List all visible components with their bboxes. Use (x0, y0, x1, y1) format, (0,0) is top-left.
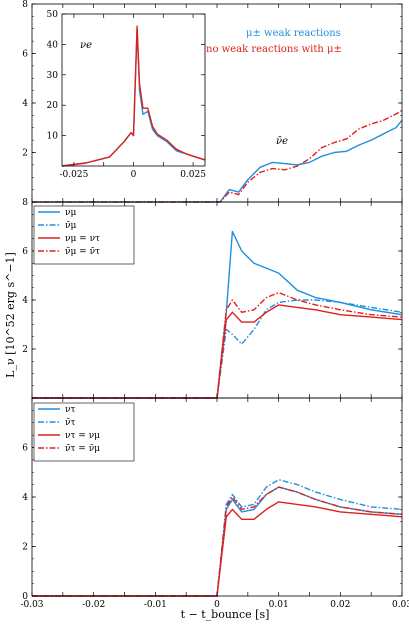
bottom-legend-box (33, 402, 135, 462)
bottom-ytick-label: 6 (22, 444, 28, 454)
middle-ytick-label: 4 (22, 296, 28, 306)
middle-legend-label: νμ (65, 208, 76, 218)
middle-series-line-2 (32, 304, 403, 399)
inset-ytick-label: 40 (47, 40, 59, 50)
middle-legend-label: ν̄μ = ν̄τ (65, 247, 100, 257)
top-ytick-label: 8 (22, 0, 28, 10)
bottom-series-line-3 (32, 486, 403, 597)
legend-text-no-weak-reactions: no weak reactions with μ± (206, 44, 342, 55)
bottom-xtick-label: 0.02 (330, 600, 350, 610)
bottom-series-line-2 (32, 501, 403, 597)
inset-xtick-label: 0.025 (180, 170, 206, 180)
bottom-legend-label: ν̄τ = ν̄μ (65, 444, 100, 454)
inset-ytick-label: 30 (47, 71, 59, 81)
middle-ytick-label: 2 (22, 345, 28, 355)
middle-series-line-3 (32, 291, 403, 399)
inset-curve-label: νe (80, 40, 92, 51)
bottom-series-line-1 (32, 479, 403, 597)
middle-ytick-label: 6 (22, 247, 28, 257)
bottom-ytick-label: 4 (22, 493, 28, 503)
bottom-xtick-label: 0.03 (392, 600, 409, 610)
top-curve-label-anti-nu-e: ν̄e (276, 136, 288, 147)
inset-series-line-1 (61, 25, 206, 167)
top-panel-annotations: μ± weak reactions no weak reactions with … (206, 28, 342, 147)
inset-ytick-label: 20 (47, 101, 59, 111)
top-series-line-1 (32, 109, 403, 203)
bottom-panel: 0 2 4 6 -0.03 -0.02 -0.01 0 0.01 0.02 0.03 ντ ν̄τ ντ … (20, 397, 409, 610)
bottom-xtick-label: -0.02 (82, 600, 105, 610)
bottom-xtick-label: -0.03 (20, 600, 43, 610)
middle-legend-box (33, 205, 135, 265)
bottom-legend-label: ντ = νμ (65, 431, 100, 441)
bottom-xtick-label: -0.01 (144, 600, 167, 610)
middle-panel: 2 4 6 8 νμ ν̄μ νμ = ντ ν̄μ = ν̄τ (22, 198, 403, 399)
x-axis-label: t − t_bounce [s] (181, 608, 270, 621)
inset-background (62, 14, 205, 166)
top-ytick-label: 4 (22, 99, 28, 109)
top-ytick-label: 6 (22, 50, 28, 60)
inset-xtick-label: 0 (131, 170, 137, 180)
middle-ytick-label: 8 (22, 198, 28, 208)
top-series-line-0 (32, 119, 403, 203)
y-axis-label: L_ν [10^52 erg s^−1] (4, 252, 17, 378)
inset-xtick-label: -0.025 (60, 170, 89, 180)
middle-legend-label: ν̄μ (65, 221, 76, 231)
bottom-ytick-label: 2 (22, 543, 28, 553)
middle-series-line-1 (32, 299, 403, 399)
bottom-xtick-label: 0 (214, 600, 220, 610)
bottom-ytick-label: 0 (22, 592, 28, 602)
top-ytick-label: 2 (22, 149, 28, 159)
middle-legend-label: νμ = ντ (65, 234, 100, 244)
bottom-legend-label: ντ (65, 405, 75, 415)
legend-text-weak-reactions: μ± weak reactions (246, 28, 341, 39)
bottom-legend-label: ν̄τ (65, 418, 75, 428)
bottom-xtick-label: 0.01 (269, 600, 289, 610)
inset-ytick-label: 10 (47, 132, 59, 142)
inset-panel: 10 20 30 40 50 -0.025 0 0.025 νe (47, 10, 207, 180)
bottom-series-line-0 (32, 486, 403, 597)
inset-ytick-label: 50 (47, 10, 59, 20)
